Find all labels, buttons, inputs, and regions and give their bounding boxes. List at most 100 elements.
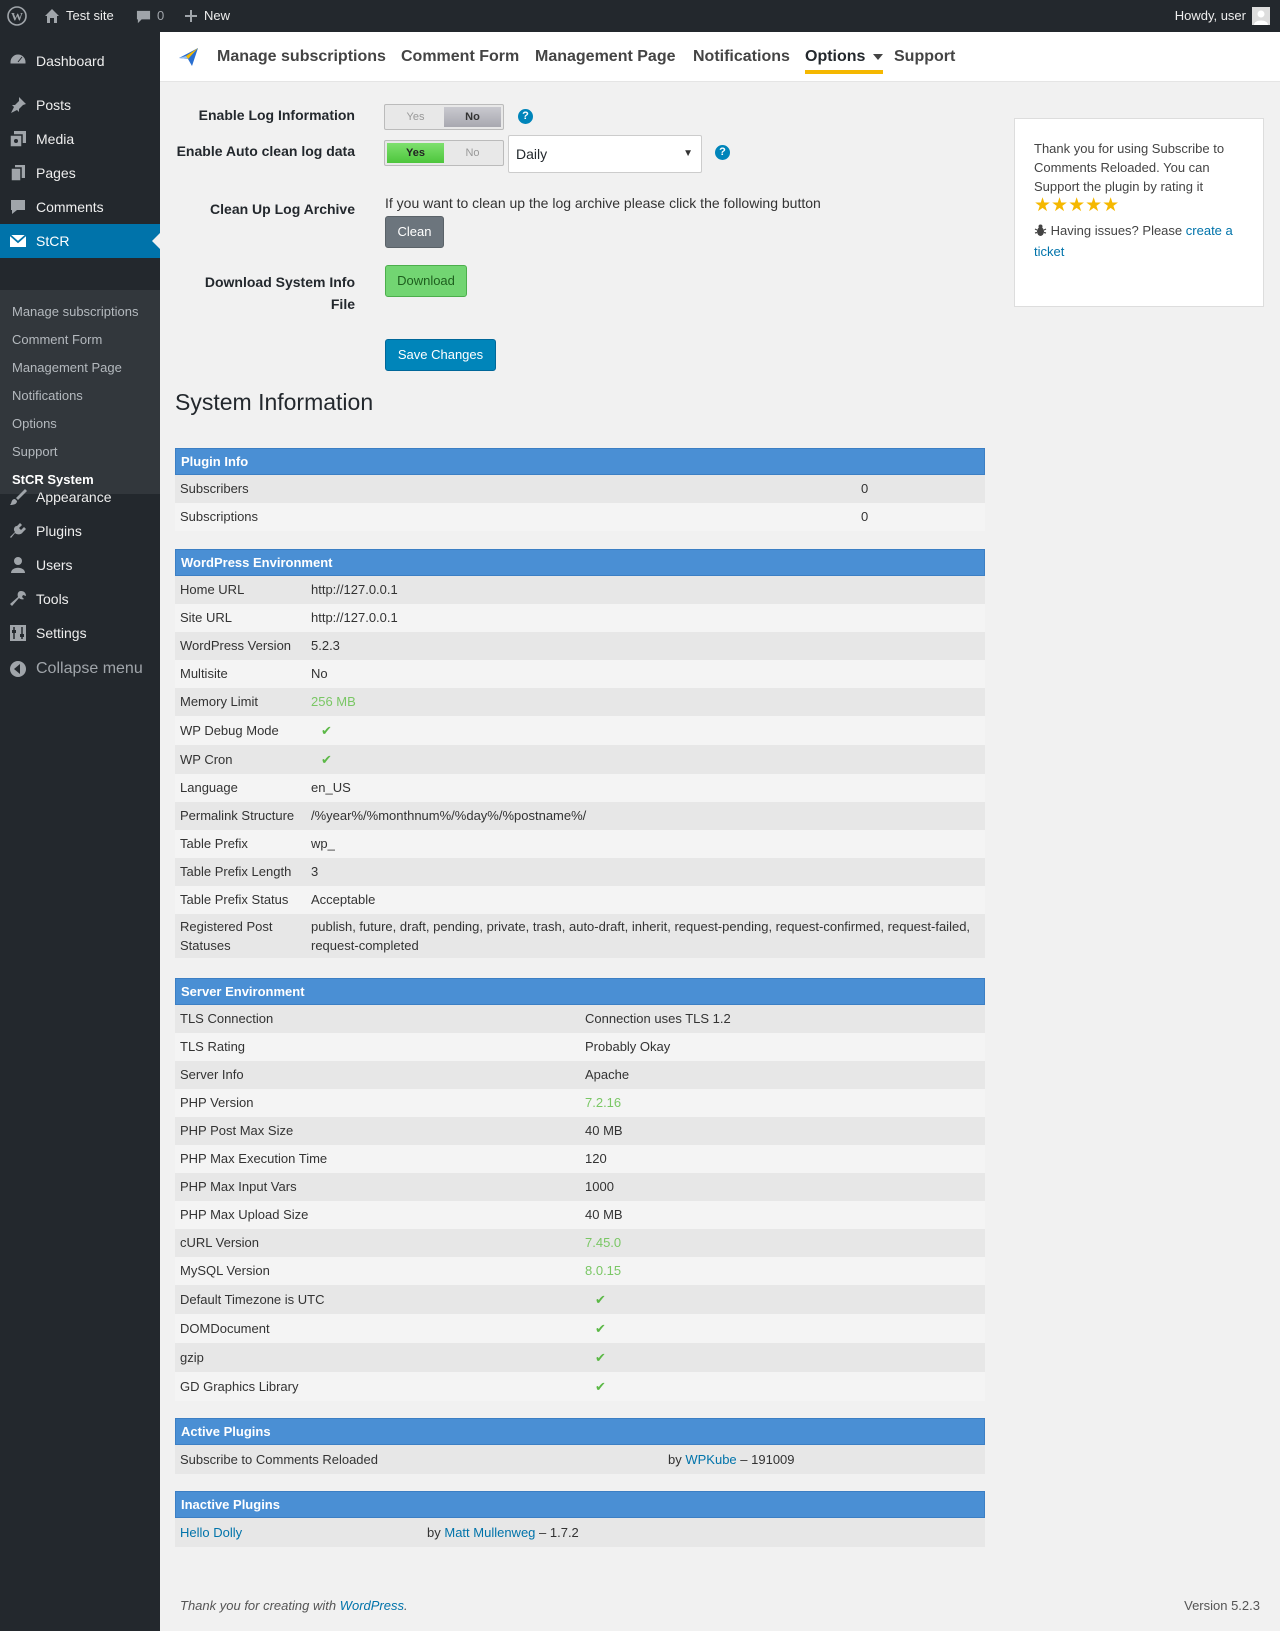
sidebar-item-users[interactable]: Users — [0, 548, 160, 582]
table-row: Hello Dolly by Matt Mullenweg – 1.7.2 — [175, 1518, 985, 1547]
sidebar-item-settings[interactable]: Settings — [0, 616, 160, 650]
sidebar-item-posts[interactable]: Posts — [0, 88, 160, 122]
frequency-select[interactable]: Daily ▼ — [508, 135, 702, 173]
row-label: PHP Max Execution Time — [180, 1151, 328, 1166]
table-row: gzip ✔ — [175, 1343, 985, 1372]
checkmark-icon: ✔ — [595, 1292, 606, 1307]
comments-link[interactable]: 0 — [136, 0, 164, 32]
plugin-author-link[interactable]: WPKube — [685, 1452, 737, 1467]
submenu-stcr-system[interactable]: StCR System — [12, 472, 94, 487]
row-label: Subscriptions — [180, 509, 259, 524]
admin-bar: W Test site 0 New Howdy, user — [0, 0, 1280, 32]
submenu-management-page[interactable]: Management Page — [12, 360, 122, 375]
wordpress-link[interactable]: WordPress — [339, 1598, 404, 1613]
sidebar-item-label: Appearance — [36, 489, 112, 505]
row-value: http://127.0.0.1 — [311, 582, 398, 597]
toggle-no-selected[interactable]: No — [444, 107, 501, 127]
new-content-link[interactable]: New — [184, 0, 230, 32]
sidebar-item-plugins[interactable]: Plugins — [0, 514, 160, 548]
table-row: Registered Post Statuses publish, future,… — [175, 914, 985, 958]
row-label: DOMDocument — [180, 1321, 270, 1336]
submenu-notifications[interactable]: Notifications — [12, 388, 83, 403]
sidebar-item-tools[interactable]: Tools — [0, 582, 160, 616]
sidebar-item-appearance[interactable]: Appearance — [0, 480, 160, 514]
server-environment-table: Server Environment TLS Connection Connect… — [175, 978, 985, 1401]
row-label: Site URL — [180, 610, 233, 625]
auto-clean-help-icon[interactable]: ? — [715, 145, 730, 160]
table-row: Home URL http://127.0.0.1 — [175, 576, 985, 604]
wordpress-logo-icon[interactable]: W — [7, 0, 27, 32]
tab-options[interactable]: Options — [805, 32, 884, 82]
sidebar-item-stcr[interactable]: StCR — [0, 224, 160, 258]
active-plugins-header: Active Plugins — [175, 1418, 985, 1445]
log-info-help-icon[interactable]: ? — [518, 109, 533, 124]
plugin-info-table: Plugin Info Subscribers 0 Subscriptions … — [175, 448, 985, 531]
tab-notifications[interactable]: Notifications — [693, 48, 790, 65]
rating-stars-icon[interactable]: ★★★★★ — [1034, 195, 1120, 216]
plugin-name-link[interactable]: Hello Dolly — [180, 1525, 243, 1540]
row-value: publish, future, draft, pending, private… — [311, 919, 971, 953]
sidebar-item-pages[interactable]: Pages — [0, 156, 160, 190]
table-row: PHP Post Max Size 40 MB — [175, 1117, 985, 1145]
row-label: Language — [180, 780, 238, 795]
clean-button[interactable]: Clean — [385, 216, 444, 248]
row-label: cURL Version — [180, 1235, 259, 1250]
row-value: 7.2.16 — [585, 1095, 622, 1110]
toggle-no[interactable]: No — [465, 147, 480, 159]
row-value: wp_ — [311, 836, 335, 851]
submenu-support[interactable]: Support — [12, 444, 58, 459]
row-label: Table Prefix Length — [180, 864, 292, 879]
footer-version: Version 5.2.3 — [1184, 1598, 1260, 1613]
row-label: PHP Max Upload Size — [180, 1207, 309, 1222]
row-value: 7.45.0 — [585, 1235, 622, 1250]
table-row: Multisite No — [175, 660, 985, 688]
table-row: WP Cron ✔ — [175, 745, 985, 774]
collapse-menu-button[interactable]: Collapse menu — [0, 652, 160, 686]
log-info-toggle[interactable]: Yes No — [384, 104, 504, 130]
sidebar-item-label: Pages — [36, 165, 76, 181]
stcr-submenu: Manage subscriptions Comment Form Manage… — [0, 290, 160, 494]
auto-clean-toggle[interactable]: Yes No — [384, 140, 504, 166]
row-label: Memory Limit — [180, 694, 259, 709]
wrench-icon — [0, 589, 36, 609]
user-icon — [0, 555, 36, 575]
table-row: PHP Max Execution Time 120 — [175, 1145, 985, 1173]
svg-text:W: W — [11, 10, 23, 24]
download-label: Download System Info File — [204, 274, 355, 312]
table-row: GD Graphics Library ✔ — [175, 1372, 985, 1401]
download-button[interactable]: Download — [385, 265, 467, 297]
table-row: Server Info Apache — [175, 1061, 985, 1089]
site-name-link[interactable]: Test site — [44, 0, 114, 32]
submenu-options[interactable]: Options — [12, 416, 57, 431]
plugin-author-link[interactable]: Matt Mullenweg — [444, 1525, 536, 1540]
my-account-link[interactable]: Howdy, user — [1175, 0, 1270, 32]
row-label: Registered Post Statuses — [180, 919, 273, 953]
widget-thanks-text: Thank you for using Subscribe to Comment… — [1034, 141, 1225, 194]
active-plugins-table: Active Plugins Subscribe to Comments Rel… — [175, 1418, 985, 1474]
avatar-icon — [1252, 7, 1270, 25]
checkmark-icon: ✔ — [321, 752, 332, 767]
table-row: TLS Rating Probably Okay — [175, 1033, 985, 1061]
toggle-yes[interactable]: Yes — [406, 111, 425, 123]
tab-management-page[interactable]: Management Page — [535, 48, 676, 65]
current-menu-arrow — [152, 233, 160, 249]
row-value: en_US — [311, 780, 351, 795]
sidebar-item-comments[interactable]: Comments — [0, 190, 160, 224]
row-value: 0 — [861, 481, 869, 496]
tab-support[interactable]: Support — [894, 48, 956, 65]
cleanup-label: Clean Up Log Archive — [210, 201, 355, 217]
submenu-manage-subscriptions[interactable]: Manage subscriptions — [12, 304, 139, 319]
tab-manage-subscriptions[interactable]: Manage subscriptions — [217, 48, 386, 65]
toggle-yes-selected[interactable]: Yes — [387, 143, 444, 163]
row-value: 5.2.3 — [311, 638, 340, 653]
create-ticket-link[interactable]: create a ticket — [1034, 223, 1233, 259]
save-changes-button[interactable]: Save Changes — [385, 339, 496, 371]
sidebar-item-dashboard[interactable]: Dashboard — [0, 44, 160, 78]
cleanup-text: If you want to clean up the log archive … — [385, 195, 821, 211]
tab-comment-form[interactable]: Comment Form — [401, 48, 520, 65]
submenu-comment-form[interactable]: Comment Form — [12, 332, 103, 347]
sidebar-item-media[interactable]: Media — [0, 122, 160, 156]
log-info-label: Enable Log Information — [198, 107, 355, 123]
row-label: gzip — [180, 1350, 204, 1365]
row-value: Connection uses TLS 1.2 — [585, 1011, 731, 1026]
